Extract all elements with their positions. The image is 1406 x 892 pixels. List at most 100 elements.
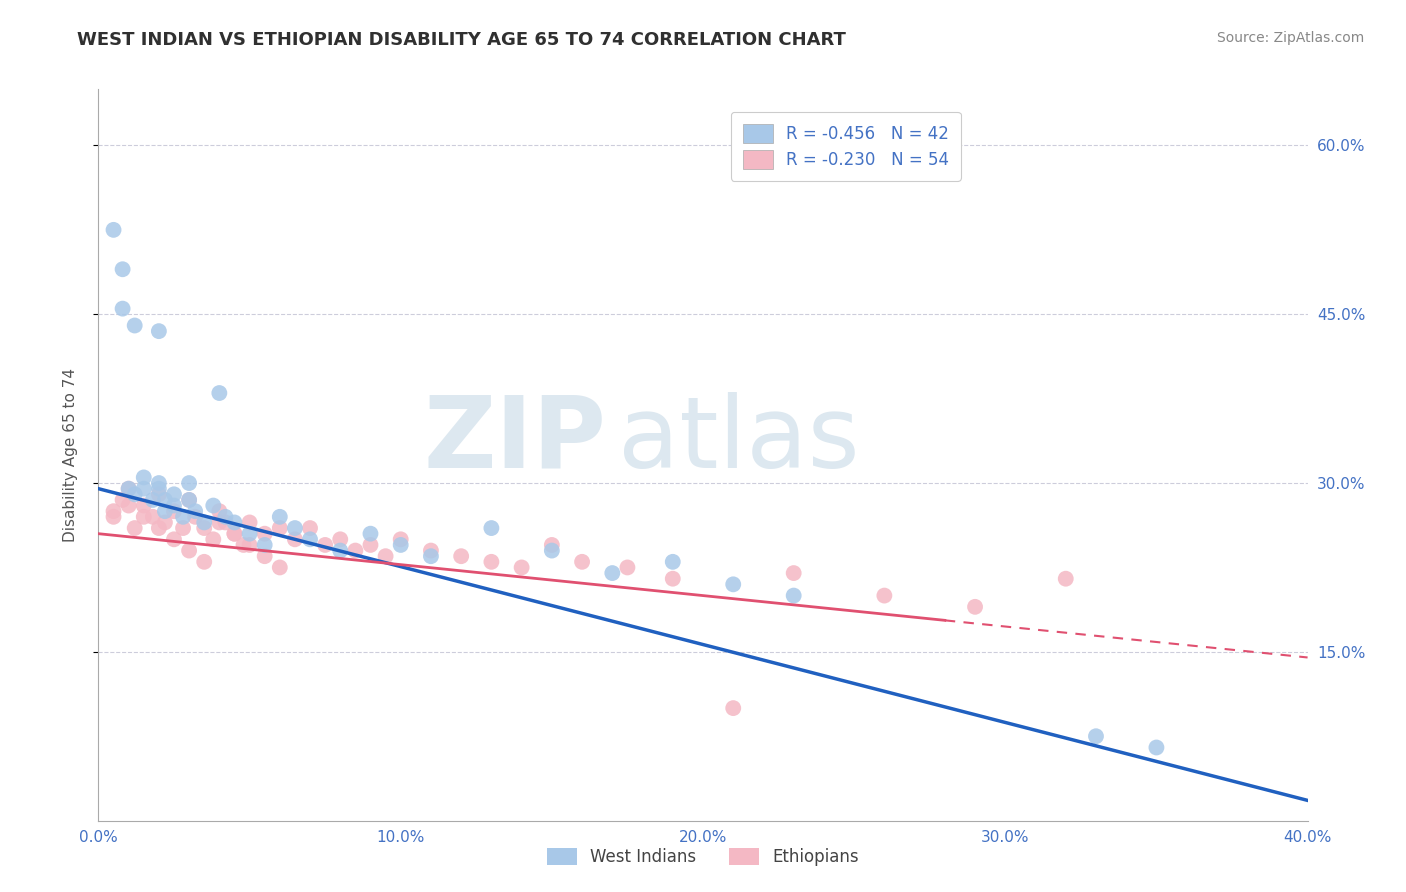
Point [163, 499, 186, 513]
Point [284, 521, 307, 535]
Point [239, 526, 262, 541]
Point [284, 533, 307, 547]
Point [103, 509, 125, 524]
Point [111, 262, 134, 277]
Point [163, 487, 186, 501]
Point [132, 509, 155, 524]
Point [299, 521, 322, 535]
Point [269, 560, 291, 574]
Point [873, 589, 896, 603]
Point [269, 521, 291, 535]
Point [103, 223, 125, 237]
Point [329, 533, 352, 547]
Point [540, 543, 562, 558]
Y-axis label: Disability Age 65 to 74: Disability Age 65 to 74 [63, 368, 77, 542]
Point [118, 482, 141, 496]
Point [360, 526, 382, 541]
Point [163, 533, 186, 547]
Point [253, 549, 276, 564]
Point [253, 538, 276, 552]
Point [602, 566, 624, 580]
Point [239, 538, 262, 552]
Point [172, 521, 194, 535]
Point [208, 386, 231, 401]
Point [481, 555, 503, 569]
Point [389, 533, 412, 547]
Point [783, 566, 806, 580]
Point [124, 487, 146, 501]
Text: WEST INDIAN VS ETHIOPIAN DISABILITY AGE 65 TO 74 CORRELATION CHART: WEST INDIAN VS ETHIOPIAN DISABILITY AGE … [77, 31, 846, 49]
Point [420, 549, 443, 564]
Point [184, 509, 207, 524]
Point [214, 509, 236, 524]
Point [142, 509, 165, 524]
Point [965, 599, 987, 614]
Point [1085, 729, 1108, 743]
Point [661, 572, 683, 586]
Point [148, 476, 170, 491]
Point [132, 499, 155, 513]
Text: ZIP: ZIP [423, 392, 606, 489]
Point [153, 504, 176, 518]
Point [148, 521, 170, 535]
Point [184, 504, 207, 518]
Text: Source: ZipAtlas.com: Source: ZipAtlas.com [1216, 31, 1364, 45]
Point [1144, 740, 1167, 755]
Point [124, 521, 146, 535]
Point [208, 504, 231, 518]
Point [723, 577, 745, 591]
Point [148, 482, 170, 496]
Point [111, 301, 134, 316]
Point [148, 324, 170, 338]
Point [153, 516, 176, 530]
Point [450, 549, 472, 564]
Point [232, 538, 254, 552]
Point [723, 701, 745, 715]
Point [202, 533, 225, 547]
Point [118, 482, 141, 496]
Point [172, 509, 194, 524]
Point [103, 504, 125, 518]
Point [510, 560, 533, 574]
Point [179, 476, 201, 491]
Point [214, 516, 236, 530]
Point [389, 538, 412, 552]
Point [202, 499, 225, 513]
Point [208, 516, 231, 530]
Point [481, 521, 503, 535]
Point [329, 543, 352, 558]
Point [132, 482, 155, 496]
Point [179, 492, 201, 507]
Point [299, 533, 322, 547]
Point [344, 543, 367, 558]
Point [163, 504, 186, 518]
Point [616, 560, 638, 574]
Point [420, 543, 443, 558]
Point [142, 492, 165, 507]
Point [571, 555, 593, 569]
Point [193, 555, 215, 569]
Point [124, 318, 146, 333]
Point [148, 487, 170, 501]
Point [239, 516, 262, 530]
Point [224, 526, 246, 541]
Point [179, 492, 201, 507]
Point [224, 526, 246, 541]
Point [111, 492, 134, 507]
Point [360, 538, 382, 552]
Point [153, 492, 176, 507]
Point [118, 499, 141, 513]
Point [374, 549, 396, 564]
Text: atlas: atlas [619, 392, 860, 489]
Point [661, 555, 683, 569]
Point [540, 538, 562, 552]
Point [1054, 572, 1077, 586]
Point [783, 589, 806, 603]
Legend: West Indians, Ethiopians: West Indians, Ethiopians [538, 840, 868, 875]
Legend: R = -0.456   N = 42, R = -0.230   N = 54: R = -0.456 N = 42, R = -0.230 N = 54 [731, 112, 960, 181]
Point [314, 538, 336, 552]
Point [224, 516, 246, 530]
Point [179, 543, 201, 558]
Point [193, 516, 215, 530]
Point [132, 470, 155, 484]
